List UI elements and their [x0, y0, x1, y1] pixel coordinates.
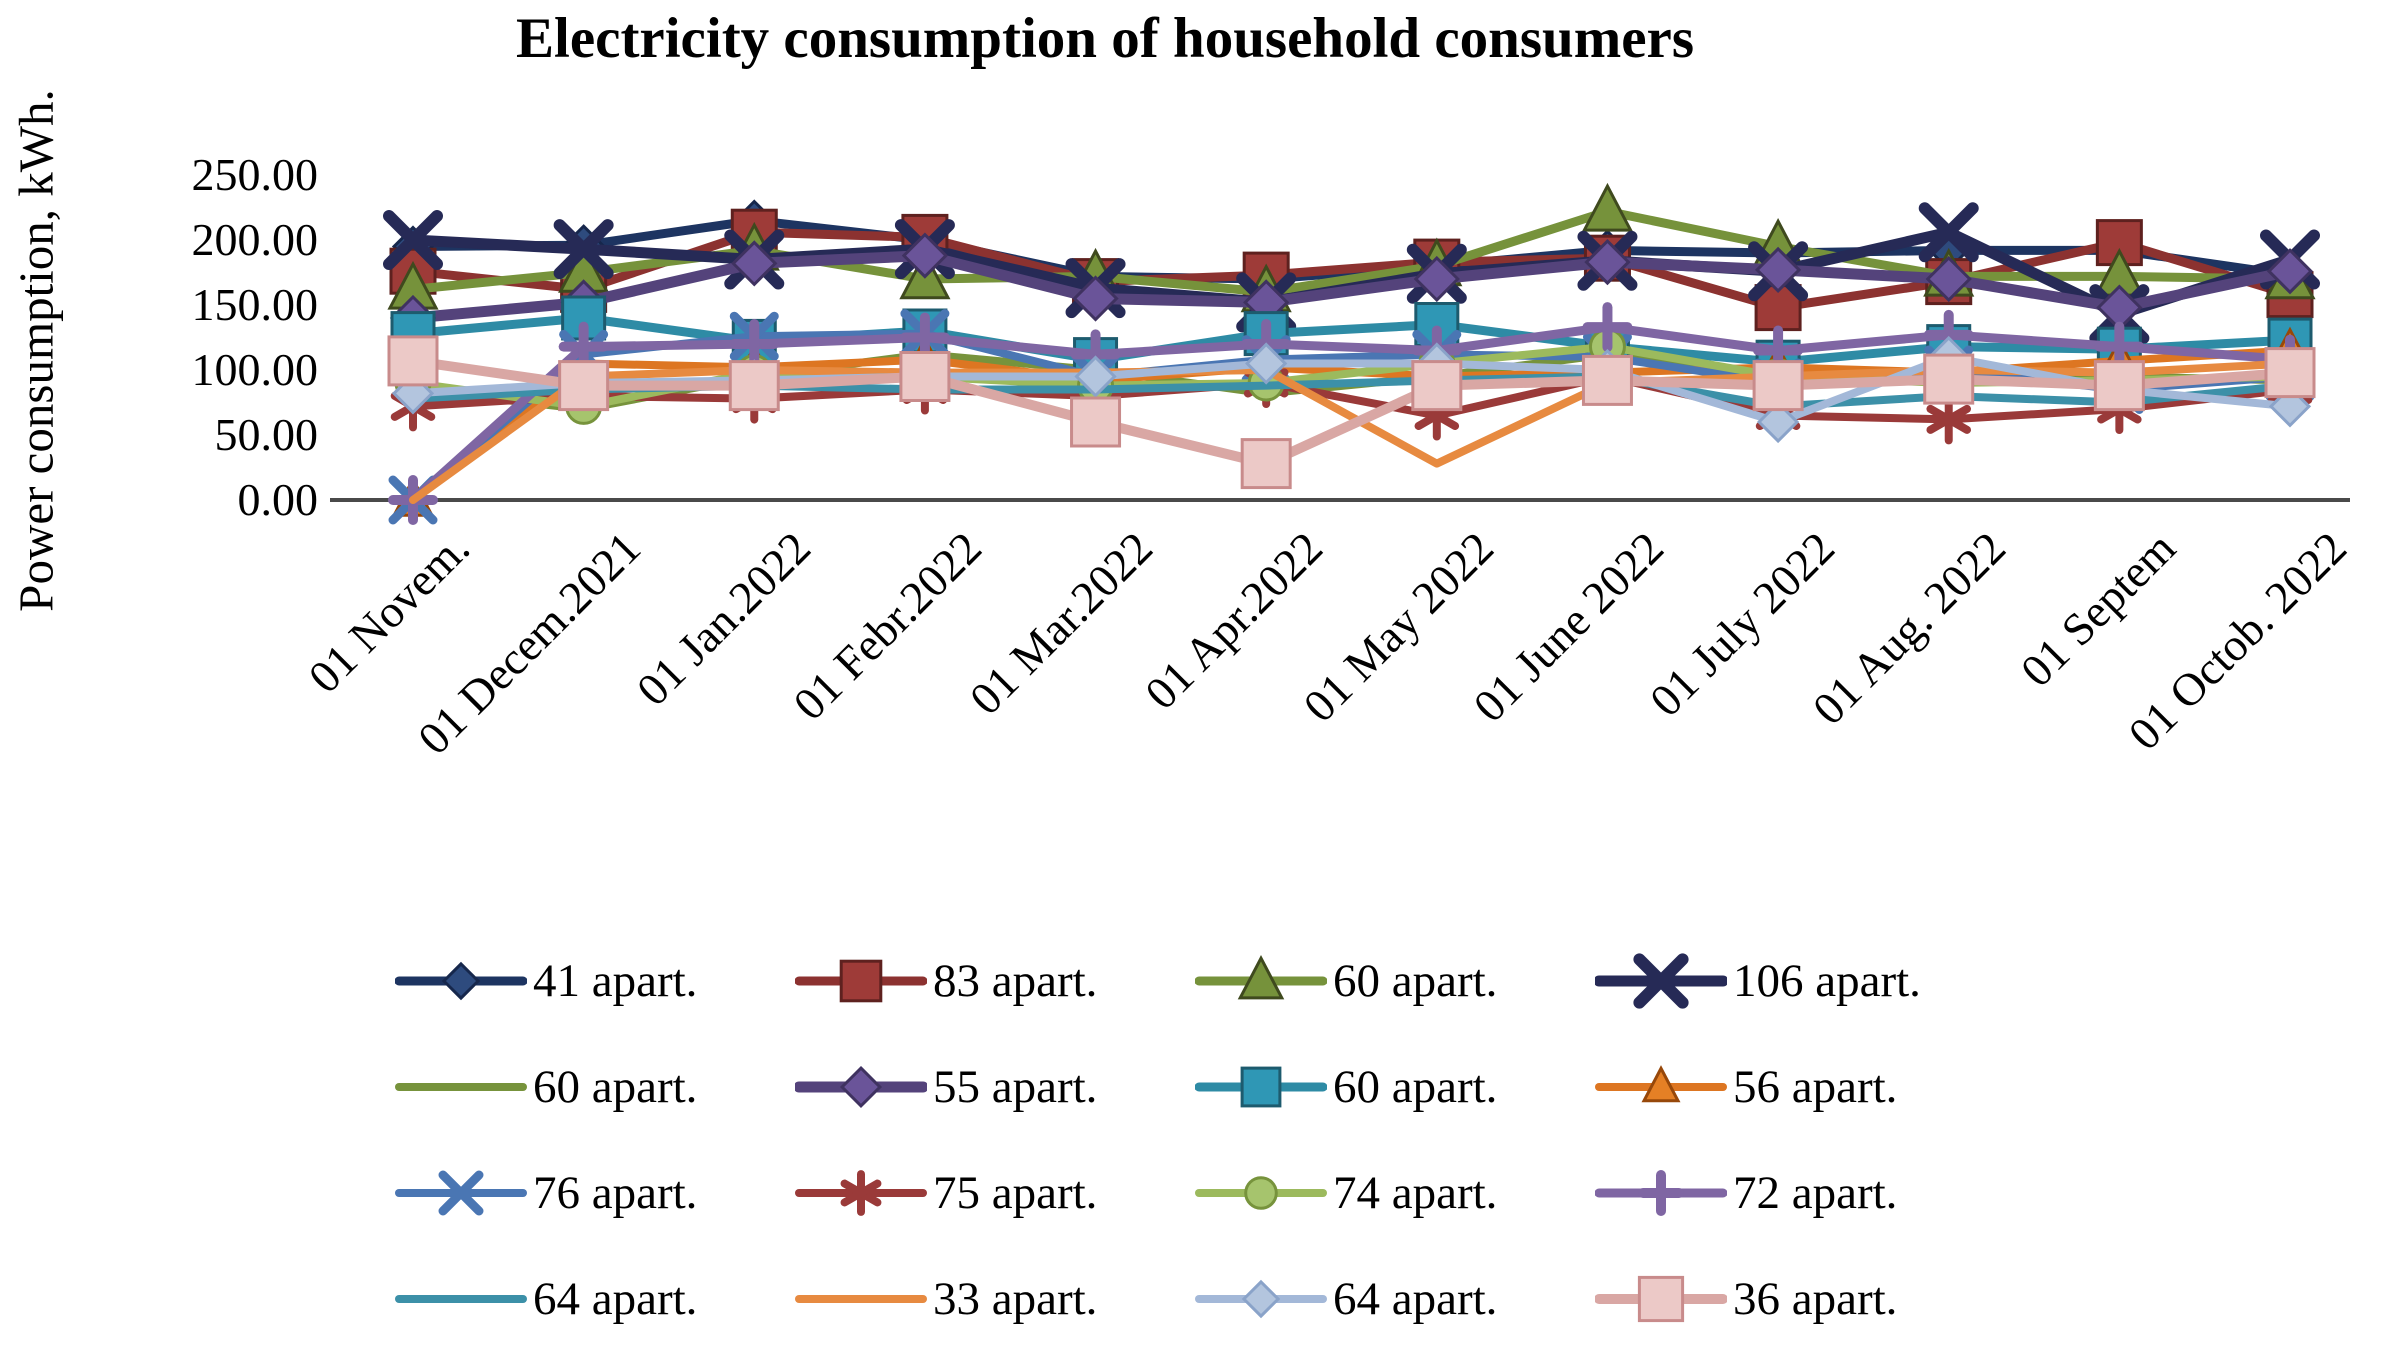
legend-marker-asterisk-icon: [795, 1170, 927, 1216]
legend-label: 56 apart.: [1733, 1061, 1898, 1113]
legend-marker-diamond-icon: [395, 961, 527, 1001]
legend-marker-none-icon: [395, 1083, 527, 1091]
legend-label: 64 apart.: [533, 1273, 698, 1325]
legend-label: 60 apart.: [1333, 955, 1498, 1007]
legend-item-7: 56 apart.: [1595, 1054, 1897, 1120]
legend-item-15: 36 apart.: [1595, 1266, 1897, 1332]
legend-item-4: 60 apart.: [395, 1054, 697, 1120]
series-36-apart--15: [387, 335, 2316, 490]
y-tick-50.00: 50.00: [214, 409, 319, 460]
legend-item-14: 64 apart.: [1195, 1266, 1497, 1332]
y-tick-0.00: 0.00: [237, 474, 319, 525]
legend-label: 72 apart.: [1733, 1167, 1898, 1219]
legend-item-1: 83 apart.: [795, 948, 1097, 1014]
legend-marker-triangle-icon: [1595, 1065, 1727, 1103]
legend-item-2: 60 apart.: [1195, 948, 1497, 1014]
y-tick-250.00: 250.00: [191, 149, 319, 200]
legend-marker-plus-icon: [1595, 1170, 1727, 1216]
series-33-apart--13: [409, 359, 2294, 504]
legend-item-6: 60 apart.: [1195, 1054, 1497, 1120]
legend-marker-square-icon: [1195, 1066, 1327, 1108]
legend-label: 76 apart.: [533, 1167, 698, 1219]
legend-marker-square-icon: [1595, 1275, 1727, 1323]
legend-item-0: 41 apart.: [395, 948, 697, 1014]
legend-label: 36 apart.: [1733, 1273, 1898, 1325]
y-tick-200.00: 200.00: [191, 214, 319, 265]
legend-label: 106 apart.: [1733, 955, 1921, 1007]
legend-item-8: 76 apart.: [395, 1160, 697, 1226]
legend-label: 41 apart.: [533, 955, 698, 1007]
legend-label: 75 apart.: [933, 1167, 1098, 1219]
legend-item-3: 106 apart.: [1595, 948, 1921, 1014]
legend-label: 60 apart.: [1333, 1061, 1498, 1113]
legend-item-11: 72 apart.: [1595, 1160, 1897, 1226]
legend-marker-diamond-icon: [1195, 1279, 1327, 1319]
legend-item-5: 55 apart.: [795, 1054, 1097, 1120]
legend-item-12: 64 apart.: [395, 1266, 697, 1332]
legend-marker-circle-icon: [1195, 1176, 1327, 1210]
chart-title: Electricity consumption of household con…: [515, 7, 1695, 70]
y-tick-150.00: 150.00: [191, 279, 319, 330]
legend-label: 55 apart.: [933, 1061, 1098, 1113]
legend-marker-triangle-icon: [1195, 955, 1327, 1000]
legend-label: 33 apart.: [933, 1273, 1098, 1325]
legend-marker-x-icon: [395, 1170, 527, 1216]
y-axis-label: Power consumption, kWh.: [8, 89, 64, 612]
legend-marker-none-icon: [795, 1295, 927, 1303]
legend-label: 60 apart.: [533, 1061, 698, 1113]
legend-item-9: 75 apart.: [795, 1160, 1097, 1226]
legend-marker-none-icon: [395, 1295, 527, 1303]
legend-label: 74 apart.: [1333, 1167, 1498, 1219]
legend-marker-diamond-icon: [795, 1065, 927, 1109]
legend-label: 83 apart.: [933, 955, 1098, 1007]
legend-item-13: 33 apart.: [795, 1266, 1097, 1332]
legend-label: 64 apart.: [1333, 1273, 1498, 1325]
legend-item-10: 74 apart.: [1195, 1160, 1497, 1226]
y-tick-100.00: 100.00: [191, 344, 319, 395]
legend-marker-square-icon: [795, 959, 927, 1003]
legend-marker-x-icon: [1595, 953, 1727, 1009]
